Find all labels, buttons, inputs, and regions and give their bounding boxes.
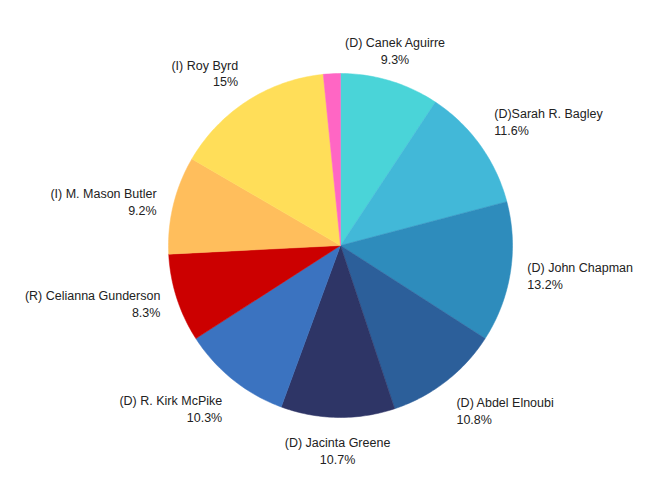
svg-text:(D) R. Kirk McPike10.3%: (D) R. Kirk McPike10.3% — [119, 394, 222, 425]
svg-text:(R) Celianna Gunderson8.3%: (R) Celianna Gunderson8.3% — [25, 289, 161, 320]
svg-text:(D) Jacinta Greene10.7%: (D) Jacinta Greene10.7% — [285, 436, 391, 467]
svg-text:(I) M. Mason Butler9.2%: (I) M. Mason Butler9.2% — [50, 187, 156, 218]
svg-text:(I) Roy Byrd15%: (I) Roy Byrd15% — [171, 59, 238, 90]
svg-text:(D) Abdel Elnoubi10.8%: (D) Abdel Elnoubi10.8% — [456, 396, 553, 427]
svg-text:(D) John Chapman13.2%: (D) John Chapman13.2% — [527, 261, 633, 292]
svg-text:(D)Sarah R. Bagley11.6%: (D)Sarah R. Bagley11.6% — [494, 107, 603, 138]
svg-text:(D) Canek Aguirre9.3%: (D) Canek Aguirre9.3% — [345, 36, 445, 67]
